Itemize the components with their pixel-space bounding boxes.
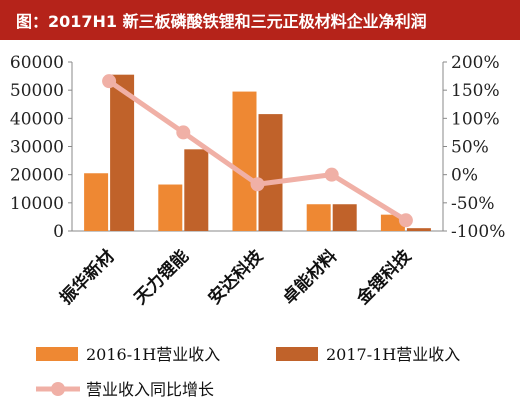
y-right-tick-label: -100% (451, 222, 505, 242)
chart-canvas: 0 10000 20000 30000 40000 50000 60000 -100% -50%… (10, 53, 505, 399)
y-left-tick-label: 40000 (10, 109, 64, 129)
growth-point (250, 177, 265, 192)
bar-2016-1h (158, 184, 183, 231)
x-category-label: 卓能材料 (278, 246, 341, 309)
y-right-tick-label: 50% (451, 138, 489, 158)
bar-2017-1h (110, 74, 135, 231)
y-right-tick-label: 100% (451, 109, 500, 129)
y-left-tick-label: 10000 (10, 194, 64, 214)
y-left-tick-label: 60000 (10, 53, 64, 73)
y-left-tick-label: 30000 (10, 138, 64, 158)
growth-line (107, 79, 408, 223)
bar-2016-1h (232, 91, 257, 231)
bar-2017-1h (406, 228, 431, 231)
bar-2016-1h (84, 173, 109, 231)
y-right-tick-label: -50% (451, 194, 495, 214)
growth-point (176, 125, 191, 140)
legend-label-2017-1h: 2017-1H营业收入 (326, 345, 460, 364)
growth-point (398, 213, 413, 228)
legend-swatch-2016-1h (36, 347, 78, 361)
legend-label-2016-1h: 2016-1H营业收入 (86, 345, 220, 364)
x-category-label: 天力锂能 (130, 246, 193, 309)
x-category-label: 安达科技 (204, 245, 268, 309)
x-category-label: 金锂科技 (352, 245, 416, 309)
y-left-tick-label: 50000 (10, 81, 64, 101)
y-left-tick-label: 0 (53, 222, 64, 242)
bar-2016-1h (306, 204, 331, 231)
bar-2017-1h (332, 204, 357, 231)
bar-2017-1h (258, 114, 283, 231)
legend-swatch-2017-1h (276, 347, 318, 361)
chart-title: 图：2017H1 新三板磷酸铁锂和三元正极材料企业净利润 (0, 0, 520, 40)
y-right-tick-label: 0% (451, 166, 478, 186)
y-left-tick-label: 20000 (10, 166, 64, 186)
legend-label-growth: 营业收入同比增长 (86, 380, 214, 399)
growth-point (102, 74, 117, 89)
bar-2017-1h (184, 149, 209, 231)
growth-point (324, 167, 339, 182)
y-right-tick-label: 150% (451, 81, 500, 101)
legend-swatch-growth-marker (51, 382, 65, 396)
y-right-tick-label: 200% (451, 53, 500, 73)
x-category-label: 振华新材 (56, 246, 119, 309)
